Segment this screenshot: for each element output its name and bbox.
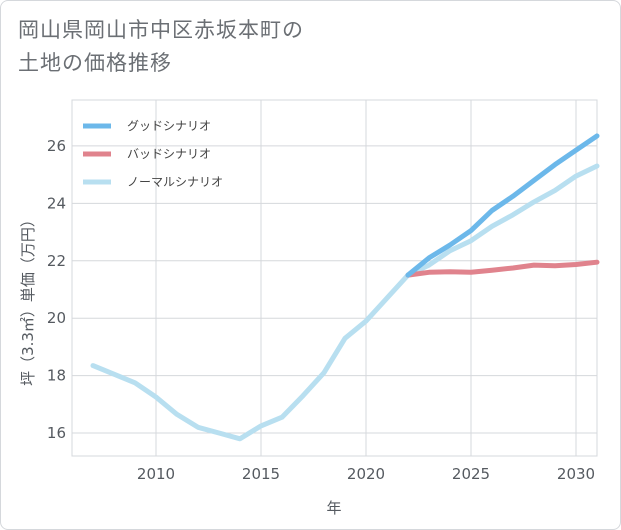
legend-label-good: グッドシナリオ	[127, 119, 211, 133]
series-line-normal	[90, 163, 600, 442]
x-tick-label: 2025	[452, 465, 490, 483]
series-line-good	[405, 133, 600, 278]
x-axis-ticks: 2010 2015 2020 2025 2030	[137, 465, 595, 483]
y-tick-label: 24	[47, 194, 66, 212]
y-gridlines	[72, 145, 597, 434]
chart-title-line-1: 岡山県岡山市中区赤坂本町の	[18, 18, 304, 42]
y-tick-label: 18	[47, 367, 66, 385]
plot-area	[71, 99, 598, 457]
y-tick-label: 20	[47, 309, 66, 327]
y-tick-label: 22	[47, 252, 66, 270]
x-tick-label: 2030	[557, 465, 595, 483]
chart-title-line-2: 土地の価格推移	[18, 51, 172, 75]
y-axis-ticks: 16 18 20 22 24 26	[47, 137, 66, 442]
series-layer	[90, 133, 600, 442]
x-tick-label: 2020	[347, 465, 385, 483]
y-tick-label: 16	[47, 424, 66, 442]
legend-label-bad: バッドシナリオ	[127, 147, 211, 161]
y-axis-title: 坪（3.3㎡）単価（万円）	[19, 212, 37, 386]
chart-title: 岡山県岡山市中区赤坂本町の 土地の価格推移	[18, 14, 304, 80]
series-line-bad	[405, 259, 600, 278]
x-tick-label: 2015	[242, 465, 280, 483]
legend-label-normal: ノーマルシナリオ	[127, 175, 223, 189]
y-tick-label: 26	[47, 137, 66, 155]
x-tick-label: 2010	[137, 465, 175, 483]
x-axis-title: 年	[326, 499, 341, 517]
